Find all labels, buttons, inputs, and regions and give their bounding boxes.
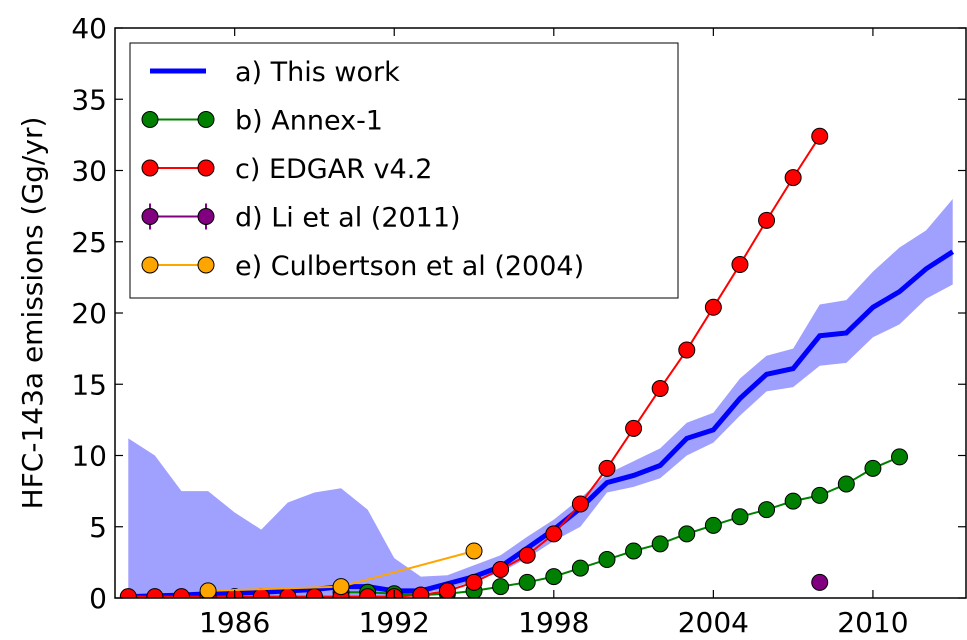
legend-swatch xyxy=(197,256,215,274)
data-point xyxy=(492,578,510,596)
legend-label: a) This work xyxy=(235,57,400,88)
data-point xyxy=(625,542,643,560)
data-point xyxy=(731,256,749,274)
data-point xyxy=(279,588,297,598)
data-point xyxy=(758,211,776,229)
data-point xyxy=(172,588,190,598)
y-tick-label: 35 xyxy=(71,83,107,116)
data-point xyxy=(811,573,829,591)
legend-box xyxy=(129,42,679,299)
y-tick-label: 0 xyxy=(89,582,107,615)
x-tick-label: 1992 xyxy=(359,606,430,639)
data-point xyxy=(731,508,749,526)
legend-label: d) Li et al (2011) xyxy=(235,203,461,234)
data-point xyxy=(518,573,536,591)
uncertainty-band xyxy=(128,199,953,598)
data-point xyxy=(146,588,164,598)
legend-swatch xyxy=(197,159,215,177)
y-axis-label: HFC-143a emissions (Gg/yr) xyxy=(16,117,49,510)
data-point xyxy=(758,501,776,519)
data-point xyxy=(518,546,536,564)
data-point xyxy=(651,380,669,398)
data-point xyxy=(651,535,669,553)
data-point xyxy=(864,459,882,477)
data-point xyxy=(252,588,270,598)
data-point xyxy=(678,525,696,543)
data-point xyxy=(571,559,589,577)
data-point xyxy=(678,341,696,359)
data-point xyxy=(465,573,483,591)
data-point xyxy=(598,459,616,477)
data-point xyxy=(412,586,430,598)
x-tick-label: 2004 xyxy=(678,606,749,639)
y-tick-label: 10 xyxy=(71,440,107,473)
data-point xyxy=(571,495,589,513)
y-tick-label: 20 xyxy=(71,297,107,330)
legend-swatch xyxy=(197,208,215,225)
data-point xyxy=(704,516,722,534)
legend-swatch xyxy=(141,256,159,274)
data-point xyxy=(119,588,137,598)
legend-label: e) Culbertson et al (2004) xyxy=(235,251,584,282)
data-point xyxy=(438,582,456,598)
data-point xyxy=(704,298,722,316)
legend: a) This work b) Annex-1 c) EDGAR v4.2 d) Li… xyxy=(129,42,679,299)
x-tick-label: 2010 xyxy=(837,606,908,639)
data-point xyxy=(625,419,643,437)
data-point xyxy=(359,588,377,598)
data-point xyxy=(598,551,616,569)
legend-label: b) Annex-1 xyxy=(235,106,383,137)
data-point xyxy=(545,568,563,586)
y-tick-label: 5 xyxy=(89,511,107,544)
data-point xyxy=(465,542,483,560)
legend-swatch xyxy=(141,111,159,128)
series-line xyxy=(341,456,900,597)
legend-label: c) EDGAR v4.2 xyxy=(235,154,432,185)
data-point xyxy=(891,448,909,466)
y-tick-label: 15 xyxy=(71,368,107,401)
x-tick-label: 1998 xyxy=(518,606,589,639)
legend-swatch xyxy=(141,208,159,225)
x-tick-label: 1986 xyxy=(199,606,270,639)
data-point xyxy=(492,561,510,578)
legend-swatch xyxy=(141,159,159,177)
plot-area xyxy=(119,127,955,598)
data-point xyxy=(784,492,802,510)
y-tick-label: 25 xyxy=(71,226,107,259)
legend-swatch xyxy=(197,111,215,128)
data-point xyxy=(332,578,350,596)
y-tick-label: 40 xyxy=(71,12,107,45)
data-point xyxy=(199,582,217,598)
data-point xyxy=(545,525,563,543)
axes: 0 5 10 15 20 25 30 35 40 1986 1992 1998 2004 2010 xyxy=(71,12,966,639)
data-point xyxy=(811,486,829,504)
data-point xyxy=(305,588,323,598)
data-point xyxy=(784,169,802,187)
data-point xyxy=(837,475,855,493)
y-tick-label: 30 xyxy=(71,155,107,188)
data-point xyxy=(811,127,829,145)
